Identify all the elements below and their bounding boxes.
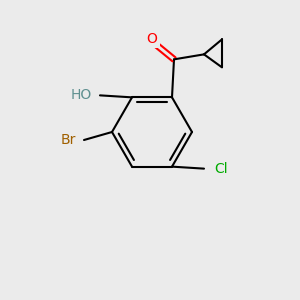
Text: HO: HO	[71, 88, 92, 102]
Text: O: O	[147, 32, 158, 46]
Text: Br: Br	[61, 133, 76, 147]
Text: Cl: Cl	[214, 162, 228, 176]
